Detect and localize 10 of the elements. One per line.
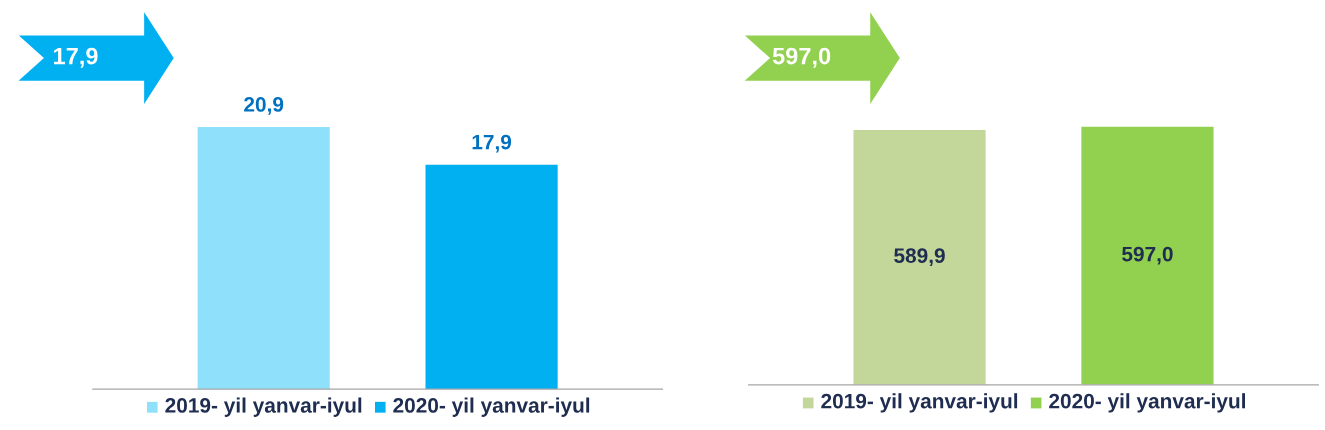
data-label: 20,9 xyxy=(244,97,284,115)
text: 597,0 xyxy=(772,47,831,68)
data-label: 589,9 xyxy=(894,248,945,266)
data-label: 597,0 xyxy=(1122,246,1173,265)
data-label: 17,9 xyxy=(472,134,512,153)
x-tick-label: 2019- yil yanvar-iyul xyxy=(821,393,1018,413)
x-tick-label: 2020- yil yanvar-iyul xyxy=(393,397,590,417)
x-tick-label: 2020- yil yanvar-iyul xyxy=(1049,393,1245,413)
x-tick-label: 2019- yil yanvar-iyul xyxy=(165,397,362,417)
text: 17,9 xyxy=(54,47,98,68)
